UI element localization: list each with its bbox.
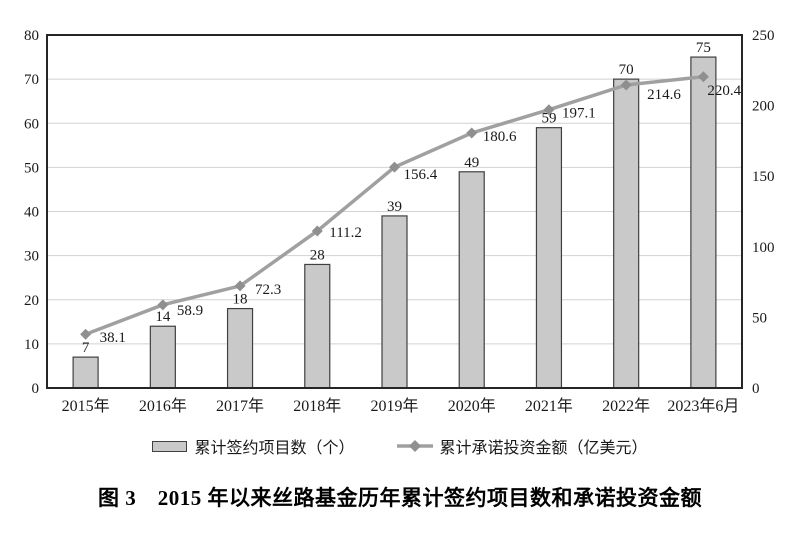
chart-legend: 累计签约项目数（个） 累计承诺投资金额（亿美元） — [0, 434, 800, 458]
right-axis-tick-label: 200 — [752, 99, 775, 115]
bar-value-label: 18 — [233, 292, 248, 308]
x-axis-tick-label: 2020年 — [448, 397, 496, 415]
diamond-marker — [157, 299, 169, 311]
bar-value-label: 39 — [387, 199, 402, 215]
diamond-marker — [697, 71, 709, 83]
x-axis-tick-label: 2021年 — [525, 397, 573, 415]
line-value-label: 111.2 — [329, 225, 362, 241]
bar-value-label: 28 — [310, 247, 325, 263]
bar-2017年 — [226, 307, 254, 389]
bar-2019年 — [381, 215, 408, 389]
bar-swatch-icon — [152, 440, 188, 452]
diamond-marker — [234, 280, 246, 292]
left-axis-tick-label: 80 — [24, 28, 39, 44]
x-axis-tick-label: 2017年 — [216, 397, 264, 415]
right-axis-tick-label: 150 — [752, 169, 775, 185]
diamond-marker — [389, 161, 400, 173]
x-axis-tick-label: 2015年 — [62, 397, 110, 415]
right-axis-tick-label: 0 — [752, 381, 760, 397]
x-axis-tick-label: 2023年6月 — [667, 397, 739, 415]
line-value-label: 38.1 — [100, 330, 126, 346]
left-axis-tick-label: 60 — [24, 116, 39, 132]
line-value-label: 156.4 — [404, 167, 438, 183]
diamond-marker — [543, 104, 555, 116]
plot-border — [46, 34, 743, 389]
bar-2022年 — [613, 78, 640, 389]
left-axis-tick-label: 40 — [24, 205, 39, 221]
bar-2020年 — [458, 171, 485, 389]
figure-caption: 图 3 2015 年以来丝路基金历年累计签约项目数和承诺投资金额 — [98, 486, 702, 510]
legend-item-line: 累计承诺投资金额（亿美元） — [396, 434, 648, 458]
line-value-label: 72.3 — [255, 282, 281, 298]
diamond-marker — [466, 127, 478, 139]
left-axis-tick-label: 70 — [24, 72, 39, 88]
bar-value-label: 75 — [696, 40, 711, 56]
x-axis-tick-label: 2018年 — [293, 397, 341, 415]
left-axis-tick-label: 30 — [24, 249, 39, 265]
bar-value-label: 59 — [541, 111, 556, 127]
line-value-label: 197.1 — [562, 106, 596, 122]
bar-2023年6月 — [690, 56, 717, 389]
diamond-marker — [311, 225, 323, 237]
diamond-marker — [80, 328, 92, 340]
x-axis-tick-label: 2019年 — [370, 397, 418, 415]
bar-2015年 — [72, 356, 99, 389]
chart-svg: 7 14 18 28 39 49 59 70 75 38.1 58.9 72.3 111.2 156.4 1… — [24, 28, 775, 415]
x-axis-tick-label: 2022年 — [602, 397, 650, 415]
bar-2021年 — [535, 127, 563, 389]
line-marker-swatch-icon — [396, 440, 433, 452]
line-value-label: 180.6 — [483, 129, 517, 145]
x-axis-tick-label: 2016年 — [139, 397, 187, 415]
right-axis-tick-label: 100 — [752, 240, 775, 256]
line-value-label: 214.6 — [647, 87, 681, 103]
line-value-label: 220.4 — [707, 83, 741, 99]
right-axis-tick-label: 50 — [752, 310, 767, 326]
left-axis-tick-label: 50 — [24, 160, 39, 176]
bar-2018年 — [304, 263, 331, 389]
bar-value-label: 70 — [619, 62, 634, 78]
line-value-label: 58.9 — [177, 303, 203, 319]
legend-item-bars: 累计签约项目数（个） — [152, 434, 355, 458]
diamond-marker — [620, 79, 632, 91]
legend-line-label: 累计承诺投资金额（亿美元） — [439, 440, 648, 457]
left-axis-tick-label: 20 — [24, 293, 39, 309]
legend-bar-label: 累计签约项目数（个） — [194, 440, 355, 457]
right-axis-tick-label: 250 — [752, 28, 775, 44]
left-axis-tick-label: 0 — [32, 381, 40, 397]
bar-value-label: 49 — [464, 155, 479, 171]
bar-2016年 — [149, 325, 176, 389]
left-axis-tick-label: 10 — [24, 337, 39, 353]
bar-value-label: 14 — [155, 309, 171, 325]
combo-chart: 7 14 18 28 39 49 59 70 75 38.1 58.9 72.3 111.2 156.4 1… — [24, 28, 775, 415]
bar-value-label: 7 — [82, 340, 90, 356]
